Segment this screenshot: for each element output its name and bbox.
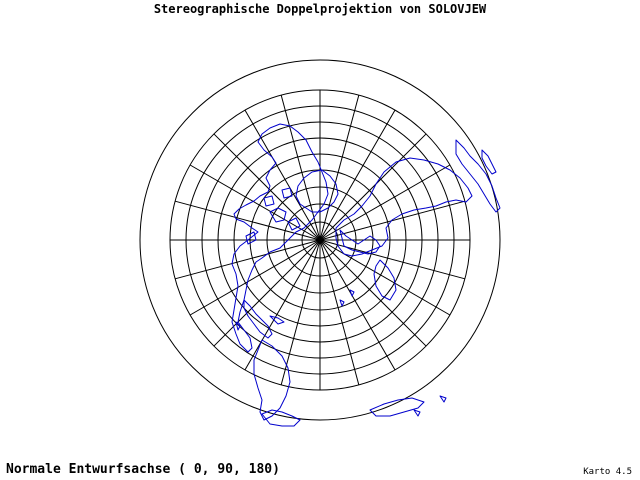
meridian-line — [319, 239, 427, 347]
coastline-southern-pieces — [261, 397, 425, 427]
meridian-line — [319, 239, 466, 280]
coastline-north-america — [231, 123, 329, 353]
coastline-east-asia — [455, 139, 501, 213]
meridian-line — [189, 239, 321, 316]
coastlines — [231, 123, 501, 427]
meridian-line — [213, 239, 321, 347]
map-boundary-circle — [139, 59, 501, 421]
meridian-line — [319, 109, 396, 241]
meridian-line — [174, 200, 321, 241]
coastline-eurasia — [335, 157, 473, 257]
coastline-africa — [373, 259, 397, 301]
meridian-line — [213, 133, 321, 241]
meridian-line — [319, 164, 451, 241]
software-version: Karto 4.5 — [583, 467, 632, 477]
meridian-line — [319, 133, 427, 241]
meridian-line — [319, 239, 360, 386]
coastline-europe — [339, 229, 381, 255]
meridian-line — [319, 200, 466, 241]
projection-axis-label: Normale Entwurfsachse ( 0, 90, 180) — [6, 462, 280, 477]
coastline-small-islands — [235, 289, 447, 417]
coastline-greenland — [295, 169, 339, 213]
map-title: Stereographische Doppelprojektion von SO… — [153, 2, 487, 16]
coastline-arctic-islands — [245, 187, 301, 245]
meridian-line — [244, 239, 321, 371]
coastline-japan — [481, 149, 497, 175]
meridian-line — [189, 164, 321, 241]
meridian-line — [174, 239, 321, 280]
coastline-south-america — [253, 339, 291, 421]
coastline-central-america — [243, 299, 285, 339]
meridian-line — [280, 239, 321, 386]
meridian-line — [244, 109, 321, 241]
graticule — [139, 59, 501, 421]
meridian-line — [319, 239, 451, 316]
meridian-line — [319, 94, 360, 241]
meridian-line — [280, 94, 321, 241]
meridian-line — [319, 239, 396, 371]
